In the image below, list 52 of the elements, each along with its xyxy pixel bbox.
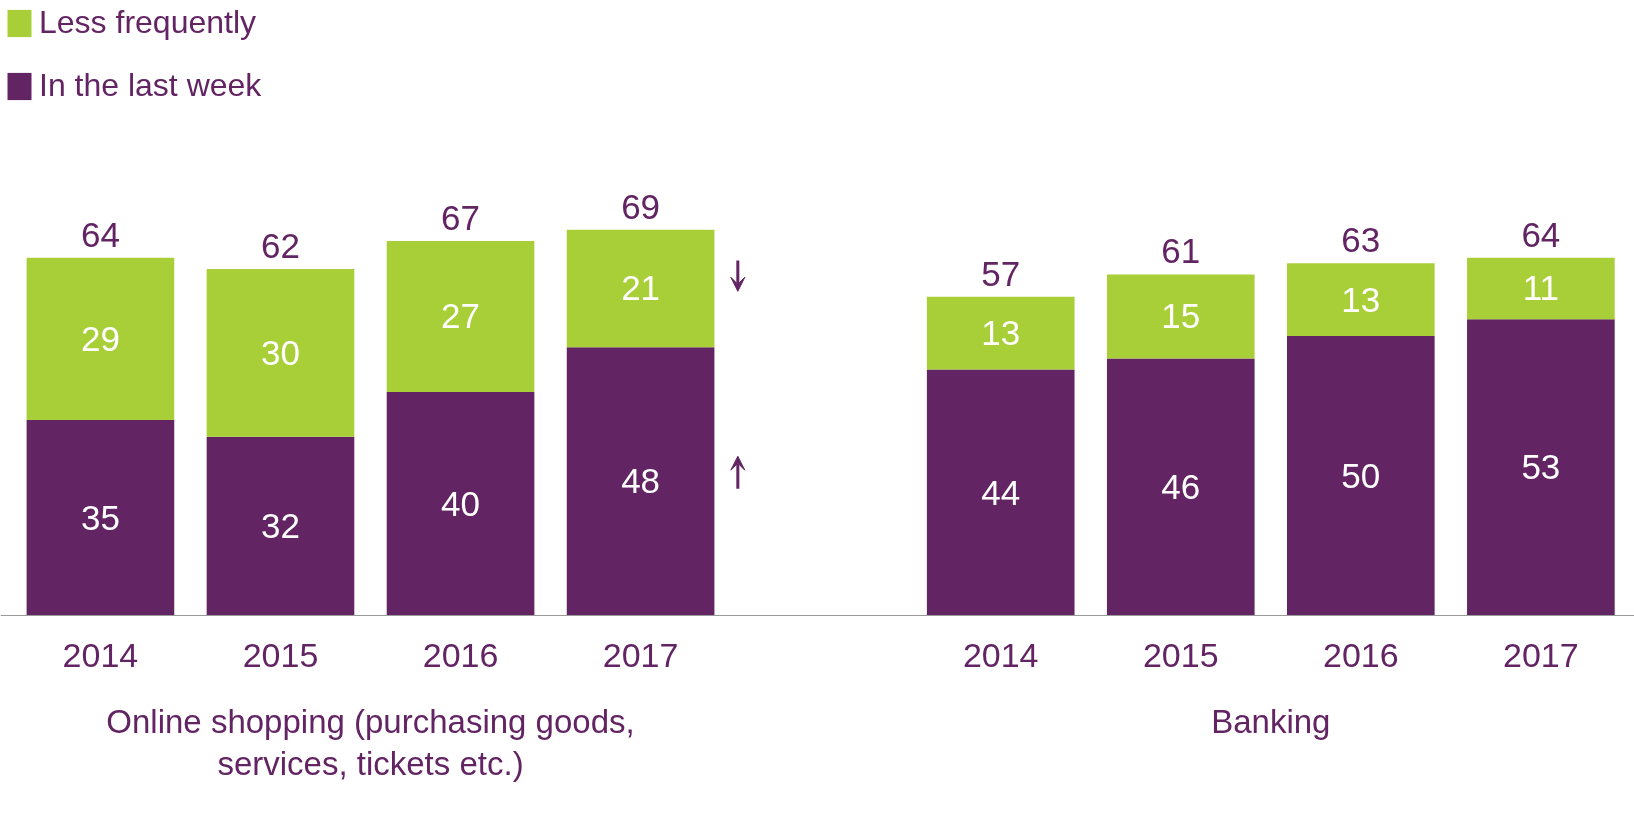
x-tick-label: 2017 (1503, 635, 1579, 674)
bar (1106, 274, 1255, 359)
bar (926, 296, 1075, 370)
bar (206, 268, 355, 437)
x-tick-label: 2016 (1323, 635, 1399, 674)
total-label: 63 (1341, 220, 1381, 260)
x-tick-label: 2014 (962, 635, 1039, 674)
x-tick-label: 2015 (242, 635, 319, 674)
bar (1286, 263, 1435, 337)
data-label: 30 (261, 332, 300, 372)
total-label: 62 (261, 225, 300, 265)
legend-label: In the last week (39, 67, 262, 104)
bar (386, 240, 535, 392)
data-label: 15 (1161, 296, 1201, 336)
data-label: 48 (621, 461, 661, 501)
x-tick-label: 2015 (1142, 635, 1219, 674)
x-tick-label: 2014 (62, 635, 139, 674)
bar (1467, 257, 1615, 320)
total-label: 67 (441, 197, 481, 237)
data-label: 46 (1161, 466, 1201, 506)
bar (386, 391, 535, 616)
data-label: 44 (981, 472, 1021, 512)
bar (926, 369, 1075, 616)
data-label: 50 (1341, 455, 1381, 495)
bar (26, 257, 175, 420)
data-label: 35 (80, 497, 120, 537)
bar (206, 436, 355, 616)
data-label: 29 (80, 318, 120, 358)
bar (566, 347, 715, 616)
total-label: 57 (981, 253, 1021, 293)
total-label: 61 (1161, 231, 1201, 271)
data-label: 53 (1521, 447, 1561, 487)
bar (566, 229, 715, 348)
data-label: 13 (981, 313, 1021, 353)
bar (26, 419, 175, 616)
data-label: 32 (261, 506, 300, 546)
total-label: 64 (1521, 214, 1561, 254)
data-label: 13 (1341, 279, 1381, 319)
bar (1286, 336, 1435, 616)
data-label: 11 (1522, 268, 1560, 308)
text: Banking (1211, 703, 1331, 741)
text: Online shopping (purchasing goods, services, tickets etc.) (106, 703, 635, 783)
data-label: 27 (441, 296, 481, 336)
bar (1106, 358, 1255, 616)
data-label: 40 (441, 483, 481, 523)
legend-label: Less frequently (39, 4, 257, 41)
bar (1467, 319, 1615, 616)
data-label: 21 (621, 268, 661, 308)
x-tick-label: 2016 (422, 635, 499, 674)
total-label: 64 (80, 214, 120, 254)
x-tick-label: 2017 (602, 635, 679, 674)
total-label: 69 (621, 186, 661, 226)
